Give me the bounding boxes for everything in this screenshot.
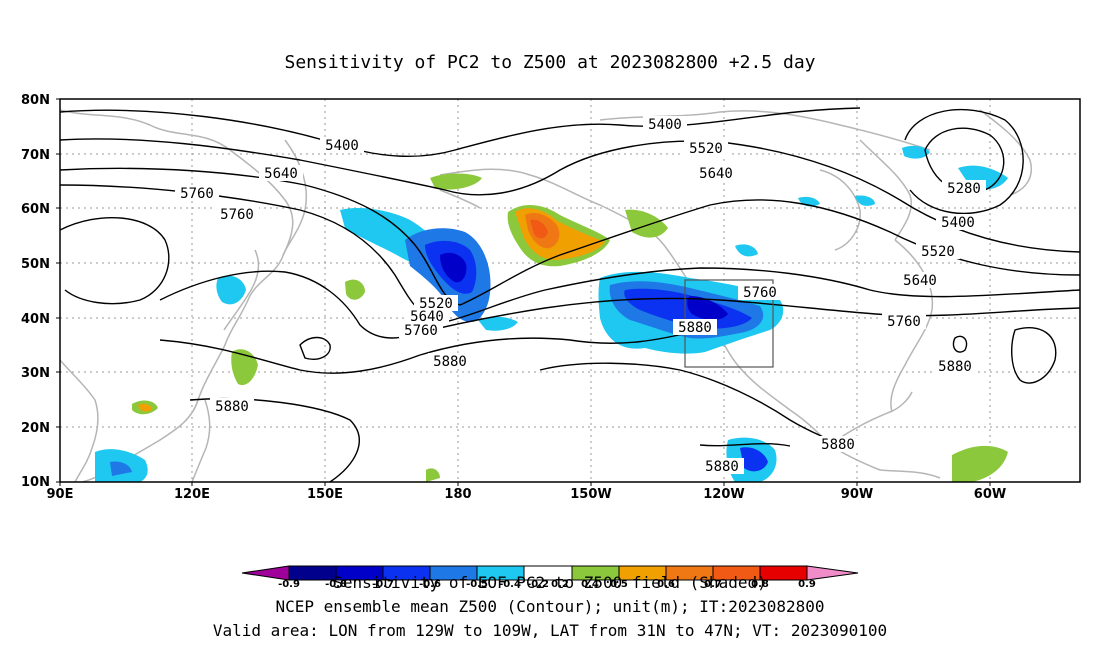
lon-label: 90W bbox=[841, 487, 873, 502]
contour-label: 5520 bbox=[689, 141, 723, 157]
contour-label: 5640 bbox=[699, 166, 733, 182]
lon-label: 150W bbox=[570, 487, 611, 502]
contour-label: 5760 bbox=[180, 186, 214, 202]
coastlines bbox=[60, 109, 1032, 482]
contour-label: 5760 bbox=[887, 314, 921, 330]
lat-label: 70N bbox=[21, 148, 50, 163]
positive-anomaly-region bbox=[430, 173, 482, 190]
lon-label: 90E bbox=[47, 487, 74, 502]
colorbar-tick: 0.8 bbox=[751, 579, 769, 590]
colorbar-swatch bbox=[759, 565, 808, 581]
contour-label: 5880 bbox=[215, 399, 249, 415]
contour-label: 5760 bbox=[743, 285, 777, 301]
lat-label: 10N bbox=[21, 475, 50, 490]
colorbar-swatch bbox=[288, 565, 337, 581]
negative-anomaly-region bbox=[740, 447, 768, 472]
negative-anomaly-region bbox=[902, 145, 930, 159]
negative-anomaly-region bbox=[110, 461, 132, 476]
contour-label: 5880 bbox=[678, 320, 712, 336]
colorbar-tick: 0.9 bbox=[798, 579, 816, 590]
lat-label: 30N bbox=[21, 366, 50, 381]
lon-label: 180 bbox=[444, 487, 471, 502]
shading-caption: Sensitivity of EOF PC2 to Z500 field (Sh… bbox=[333, 573, 766, 592]
colorbar: -0.9 -0.8 -0.7 -0.6 -0.5 -0.4 -0.2 0.2 0… bbox=[241, 565, 859, 590]
colorbar-left-arrow bbox=[241, 565, 290, 581]
lon-label: 120E bbox=[174, 487, 210, 502]
positive-anomaly-region bbox=[625, 209, 668, 238]
map-border bbox=[59, 98, 1081, 483]
lon-axis: 90E 120E 150E 180 150W 120W 90W 60W bbox=[47, 482, 1006, 502]
positive-anomaly-region bbox=[426, 468, 440, 482]
valid-area-caption: Valid area: LON from 129W to 109W, LAT f… bbox=[213, 621, 887, 640]
positive-anomaly-region bbox=[138, 403, 152, 412]
contour-label: 5760 bbox=[404, 323, 438, 339]
negative-anomaly-region bbox=[440, 252, 467, 283]
positive-anomaly-region bbox=[530, 219, 548, 239]
colorbar-tick: -0.4 bbox=[499, 579, 521, 590]
negative-anomaly-region bbox=[855, 195, 875, 206]
colorbar-tick: 0.5 bbox=[610, 579, 628, 590]
contour-label: 5880 bbox=[705, 459, 739, 475]
contour-label: 5520 bbox=[921, 244, 955, 260]
negative-anomaly-region bbox=[735, 244, 758, 257]
map-title: Sensitivity of PC2 to Z500 at 2023082800… bbox=[284, 52, 815, 73]
contour-label: 5640 bbox=[264, 166, 298, 182]
lon-label: 120W bbox=[703, 487, 744, 502]
positive-anomaly-region bbox=[952, 445, 1008, 482]
sensitivity-shading bbox=[95, 145, 1008, 482]
colorbar-tick: 0.6 bbox=[657, 579, 675, 590]
z500-contours bbox=[60, 107, 1080, 482]
lat-axis: 80N 70N 60N 50N 40N 30N 20N 10N bbox=[21, 93, 60, 490]
map-panel: 80N 70N 60N 50N 40N 30N 20N 10N 90E 120E… bbox=[21, 93, 1081, 502]
contour-label: 5760 bbox=[220, 207, 254, 223]
colorbar-tick: 0.4 bbox=[581, 579, 599, 590]
colorbar-tick: -0.9 bbox=[278, 579, 300, 590]
colorbar-tick: 0.2 bbox=[551, 579, 569, 590]
contour-label: 5400 bbox=[941, 215, 975, 231]
contour-label-layer: 5400 5400 5520 5640 5640 5760 5760 5280 … bbox=[175, 116, 986, 475]
lat-label: 20N bbox=[21, 421, 50, 436]
contour-caption: NCEP ensemble mean Z500 (Contour); unit(… bbox=[275, 597, 824, 616]
contour-label: 5640 bbox=[903, 273, 937, 289]
lat-label: 60N bbox=[21, 202, 50, 217]
contour-label: 5880 bbox=[938, 359, 972, 375]
contour-label: 5400 bbox=[648, 117, 682, 133]
lon-label: 150E bbox=[307, 487, 343, 502]
contour-label: 5880 bbox=[433, 354, 467, 370]
lat-label: 50N bbox=[21, 257, 50, 272]
contour-label: 5280 bbox=[947, 181, 981, 197]
colorbar-tick: -0.5 bbox=[466, 579, 488, 590]
negative-anomaly-region bbox=[687, 296, 728, 320]
colorbar-right-arrow bbox=[806, 565, 859, 581]
positive-anomaly-region bbox=[231, 349, 258, 386]
lat-label: 80N bbox=[21, 93, 50, 108]
negative-anomaly-region bbox=[478, 316, 518, 331]
negative-anomaly-region bbox=[216, 275, 246, 305]
lat-label: 40N bbox=[21, 312, 50, 327]
colorbar-tick: -0.2 bbox=[527, 579, 549, 590]
colorbar-tick: 0.7 bbox=[704, 579, 722, 590]
lon-label: 60W bbox=[974, 487, 1006, 502]
positive-anomaly-region bbox=[345, 279, 365, 300]
colorbar-tick: -0.6 bbox=[419, 579, 441, 590]
colorbar-tick: -0.7 bbox=[372, 579, 394, 590]
colorbar-tick: -0.8 bbox=[325, 579, 347, 590]
contour-label: 5880 bbox=[821, 437, 855, 453]
contour-label: 5640 bbox=[410, 309, 444, 325]
contour-label: 5400 bbox=[325, 138, 359, 154]
